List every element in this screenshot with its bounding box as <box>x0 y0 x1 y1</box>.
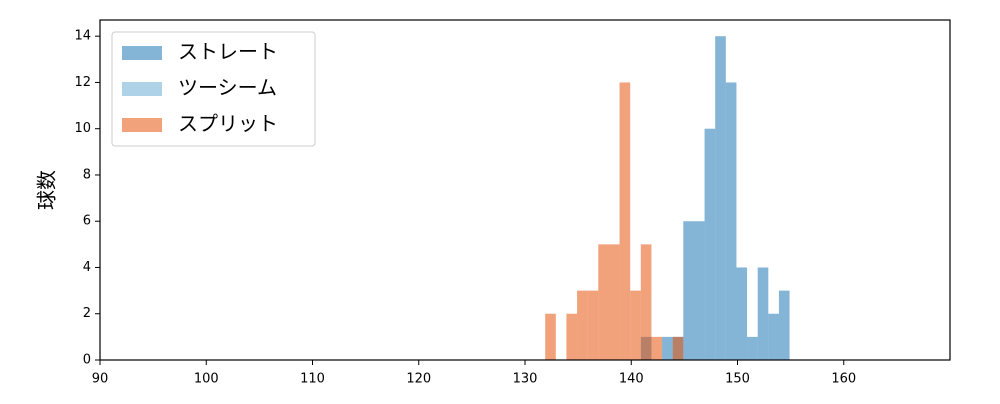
y-tick-label: 14 <box>74 29 91 44</box>
x-tick-label: 140 <box>619 372 644 387</box>
histogram-bar <box>778 290 790 360</box>
x-tick-label: 100 <box>194 372 219 387</box>
x-tick-label: 150 <box>725 372 750 387</box>
y-tick-label: 8 <box>83 167 91 182</box>
legend-label: ツーシーム <box>178 76 277 100</box>
y-tick-label: 0 <box>83 353 91 368</box>
histogram-bar <box>757 267 769 360</box>
y-tick-label: 4 <box>83 260 91 275</box>
histogram-bar <box>598 244 609 360</box>
x-tick-label: 90 <box>92 372 109 387</box>
histogram-bar <box>651 336 663 360</box>
histogram-bar <box>662 336 673 360</box>
x-tick-label: 120 <box>406 372 431 387</box>
histogram-bar <box>608 244 620 360</box>
x-tick-label: 130 <box>513 372 538 387</box>
x-tick-label: 110 <box>300 372 325 387</box>
histogram-bar <box>747 336 758 360</box>
legend-label: ストレート <box>178 40 278 64</box>
y-axis-label: 球数 <box>35 170 59 210</box>
histogram-bar <box>577 290 588 360</box>
histogram-bar <box>683 221 694 360</box>
histogram-bar <box>587 290 599 360</box>
histogram-bar <box>736 267 748 360</box>
y-tick-label: 10 <box>74 121 91 136</box>
legend-label: スプリット <box>178 112 278 136</box>
histogram-bar <box>545 313 556 360</box>
histogram-bar <box>704 128 716 360</box>
legend-swatch <box>122 118 162 132</box>
histogram-bar <box>672 336 684 360</box>
legend-box <box>111 31 316 147</box>
legend-swatch <box>122 82 162 96</box>
histogram-bar <box>640 244 652 360</box>
histogram-bar <box>715 36 726 360</box>
histogram-bar <box>630 290 641 360</box>
x-tick-label: 160 <box>831 372 856 387</box>
histogram-bar <box>768 313 779 360</box>
y-tick-label: 12 <box>74 75 91 90</box>
histogram-bar <box>619 82 631 361</box>
histogram-bar <box>725 82 737 361</box>
y-tick-label: 2 <box>83 306 91 321</box>
histogram-bar <box>566 313 578 360</box>
histogram-bar <box>693 221 705 360</box>
legend-swatch <box>122 46 162 60</box>
y-tick-label: 6 <box>83 214 91 229</box>
